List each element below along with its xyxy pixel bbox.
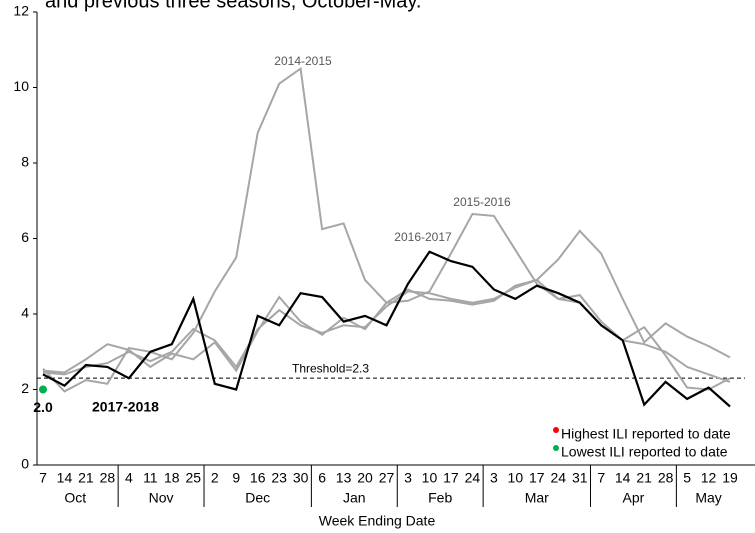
y-tick-label: 8 (21, 154, 29, 170)
legend-label: Highest ILI reported to date (561, 426, 731, 442)
x-tick-label: 25 (186, 470, 202, 486)
legend-label: Lowest ILI reported to date (561, 444, 728, 460)
month-label: Apr (623, 490, 645, 506)
month-label: Dec (245, 490, 270, 506)
month-label: Oct (64, 490, 86, 506)
series-label: 2015-2016 (453, 195, 511, 209)
x-tick-label: 14 (615, 470, 631, 486)
x-tick-label: 21 (78, 470, 94, 486)
x-tick-label: 10 (422, 470, 438, 486)
x-tick-label: 30 (293, 470, 309, 486)
chart-title: and previous three seasons, October-May. (45, 0, 421, 12)
legend-marker (553, 427, 559, 433)
x-tick-label: 9 (232, 470, 240, 486)
x-tick-label: 27 (379, 470, 395, 486)
x-tick-label: 12 (701, 470, 717, 486)
month-label: May (695, 490, 721, 506)
x-tick-label: 16 (250, 470, 266, 486)
x-tick-label: 6 (318, 470, 326, 486)
x-tick-label: 3 (404, 470, 412, 486)
month-label: Nov (149, 490, 174, 506)
legend-marker (553, 445, 559, 451)
x-tick-label: 24 (465, 470, 481, 486)
x-tick-label: 21 (636, 470, 652, 486)
y-tick-label: 10 (13, 78, 29, 94)
series-label: 2017-2018 (92, 399, 159, 415)
x-tick-label: 13 (336, 470, 352, 486)
x-tick-label: 4 (125, 470, 133, 486)
x-tick-label: 23 (271, 470, 287, 486)
series-line (42, 229, 731, 376)
x-tick-label: 14 (57, 470, 73, 486)
month-label: Mar (525, 490, 549, 506)
y-tick-label: 12 (13, 3, 29, 19)
threshold-label: Threshold=2.3 (292, 361, 369, 375)
x-tick-label: 7 (39, 470, 47, 486)
x-tick-label: 10 (508, 470, 524, 486)
x-tick-label: 28 (658, 470, 674, 486)
y-tick-label: 4 (21, 305, 29, 321)
x-tick-label: 17 (443, 470, 459, 486)
x-tick-label: 19 (722, 470, 738, 486)
series-line (42, 250, 731, 408)
series-label: 2016-2017 (394, 230, 452, 244)
x-tick-label: 3 (490, 470, 498, 486)
series-label: 2014-2015 (274, 54, 332, 68)
series-line (42, 66, 731, 393)
x-tick-label: 2 (211, 470, 219, 486)
lowest-marker (39, 385, 47, 394)
x-tick-label: 18 (164, 470, 180, 486)
x-tick-label: 7 (597, 470, 605, 486)
x-tick-label: 17 (529, 470, 545, 486)
x-tick-label: 31 (572, 470, 588, 486)
y-tick-label: 6 (21, 229, 29, 245)
lowest-marker-label: 2.0 (33, 399, 53, 415)
month-label: Jan (343, 490, 366, 506)
month-label: Feb (428, 490, 452, 506)
x-axis-label: Week Ending Date (319, 513, 436, 529)
x-tick-label: 28 (100, 470, 116, 486)
x-tick-label: 11 (143, 470, 158, 486)
x-tick-label: 24 (550, 470, 566, 486)
y-tick-label: 0 (21, 456, 29, 472)
x-tick-label: 5 (683, 470, 691, 486)
x-tick-label: 20 (357, 470, 373, 486)
y-tick-label: 2 (21, 380, 29, 396)
